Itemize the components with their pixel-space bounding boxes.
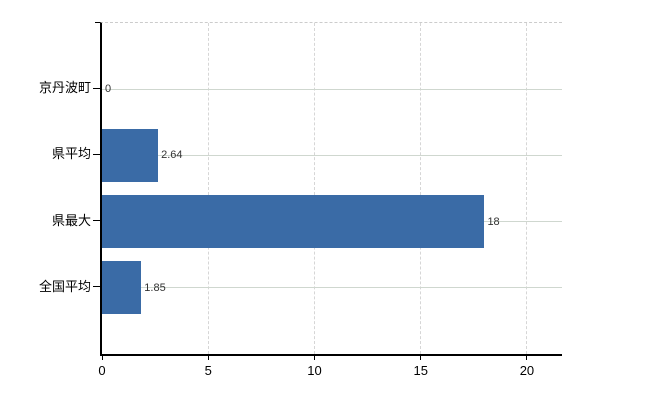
x-axis-tick-label: 20 [519,363,535,378]
horizontal-gridline [102,88,562,90]
horizontal-gridline [102,287,562,289]
y-axis-tick [93,153,100,155]
bar-全国平均 [102,261,142,315]
x-axis-tick-label: 0 [98,363,106,378]
x-axis-tick [313,355,315,360]
x-axis-tick-label: 10 [307,363,322,378]
bar-県平均 [102,128,159,182]
y-axis-tick [93,87,100,89]
horizontal-gridline [102,154,562,156]
bar-value-label: 18 [487,215,500,228]
bar-value-label: 0 [105,83,112,96]
bar-県最大 [102,195,485,249]
x-axis-tick [420,355,422,360]
category-label-京丹波町: 京丹波町 [38,80,91,96]
vertical-gridline [207,23,209,354]
y-axis-tick [93,286,100,288]
category-label-県平均: 県平均 [51,146,91,162]
bar-value-label: 1.85 [144,281,166,294]
x-axis-tick-label: 5 [204,363,212,378]
y-axis-top-tick [95,22,100,23]
category-label-全国平均: 全国平均 [38,278,91,294]
x-axis-tick-label: 15 [413,363,428,378]
x-axis-tick [526,355,528,360]
y-axis-tick [93,220,100,222]
vertical-gridline [313,23,315,354]
x-axis-tick [207,355,209,360]
bar-value-label: 2.64 [161,149,183,162]
vertical-gridline [526,23,528,354]
category-label-県最大: 県最大 [51,212,91,228]
vertical-gridline [420,23,422,354]
x-axis-tick [101,355,103,360]
plot-area: 0 2.64 18 1.85 [100,22,562,356]
